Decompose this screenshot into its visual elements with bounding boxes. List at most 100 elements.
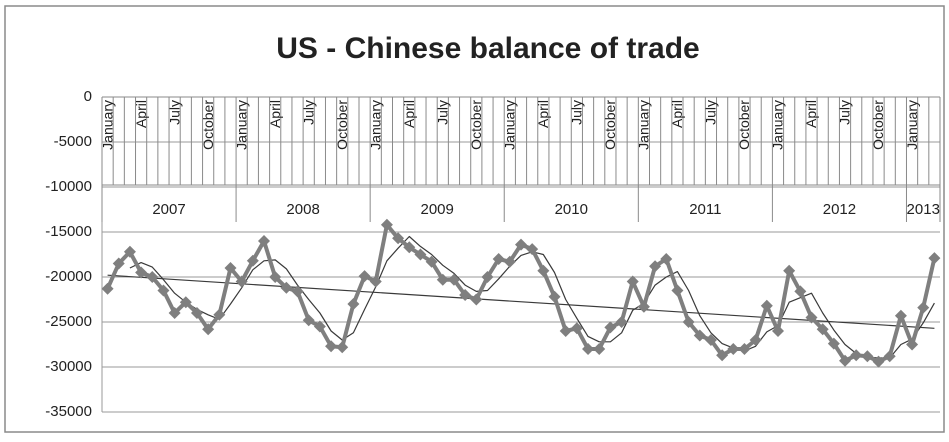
month-label: January [502,100,518,150]
y-tick-label: -35000 [45,403,92,420]
marker [682,316,695,328]
trendline [107,274,935,329]
marker [872,355,885,368]
y-tick-label: -20000 [45,268,92,285]
month-label: January [904,100,920,150]
month-label: April [803,100,819,128]
y-tick-label: -15000 [45,223,92,240]
marker [537,264,550,277]
marker [894,309,907,322]
month-label: July [569,100,585,125]
marker [302,314,315,327]
marker [425,255,438,268]
marker [135,266,148,279]
month-label: July [434,100,450,125]
marker [235,275,248,288]
marker [347,298,360,310]
year-label: 2013 [907,201,940,218]
marker [861,350,874,363]
y-tick-label: -30000 [45,358,92,375]
y-tick-label: -5000 [54,133,92,150]
month-label: July [300,100,316,125]
marker [492,253,505,265]
month-label: July [166,100,182,125]
year-label: 2011 [689,201,721,218]
month-label: January [233,100,249,150]
marker [190,307,203,319]
marker [224,262,237,274]
marker [202,323,215,336]
marker [157,284,170,297]
month-label: July [703,100,719,125]
marker [615,316,628,328]
marker [146,271,159,283]
marker [760,299,773,312]
year-label: 2009 [421,201,454,218]
marker [123,245,136,258]
marker [839,354,852,367]
marker [459,289,472,301]
marker [515,238,527,251]
marker [850,349,863,362]
marker [883,350,896,363]
marker [704,334,717,346]
marker [649,260,662,273]
year-label: 2010 [555,201,588,218]
marker [168,307,181,319]
marker [101,282,114,295]
marker [816,323,829,336]
marker [805,311,818,324]
month-label: April [401,100,417,128]
marker [325,340,338,353]
marker [727,343,740,355]
marker [548,290,561,303]
month-label: October [736,100,752,150]
marker [280,281,293,294]
y-tick-label: -25000 [45,313,92,330]
marker [917,301,930,314]
marker [593,343,606,355]
marker [604,321,617,334]
marker [783,264,796,277]
marker [660,253,673,265]
marker [436,273,449,286]
marker [403,241,416,254]
marker [481,271,494,283]
chart-title: US - Chinese balance of trade [276,32,699,65]
month-label: April [669,100,685,128]
month-label: July [837,100,853,125]
month-label: April [267,100,283,128]
month-label: October [870,100,886,150]
month-label: January [770,100,786,150]
month-label: April [133,100,149,128]
marker [637,300,650,313]
marker [671,284,684,297]
marker [738,343,751,355]
year-label: 2008 [286,201,319,218]
marker [112,257,125,270]
month-label: January [99,100,115,150]
y-tick-label: 0 [84,88,92,105]
marker [470,293,483,306]
month-label: October [200,100,216,150]
month-label: January [636,100,652,150]
marker [269,271,282,283]
marker [626,275,639,288]
marker [336,341,349,354]
month-label: January [367,100,383,150]
marker [906,338,919,351]
year-label: 2012 [823,201,856,218]
marker [582,343,595,355]
chart-frame [4,5,945,433]
y-tick-label: -10000 [45,178,92,195]
month-label: October [602,100,618,150]
marker [928,252,941,265]
marker [693,329,706,342]
marker [358,270,371,283]
marker [380,218,393,231]
marker [258,235,271,247]
month-label: October [468,100,484,150]
marker [526,243,539,256]
